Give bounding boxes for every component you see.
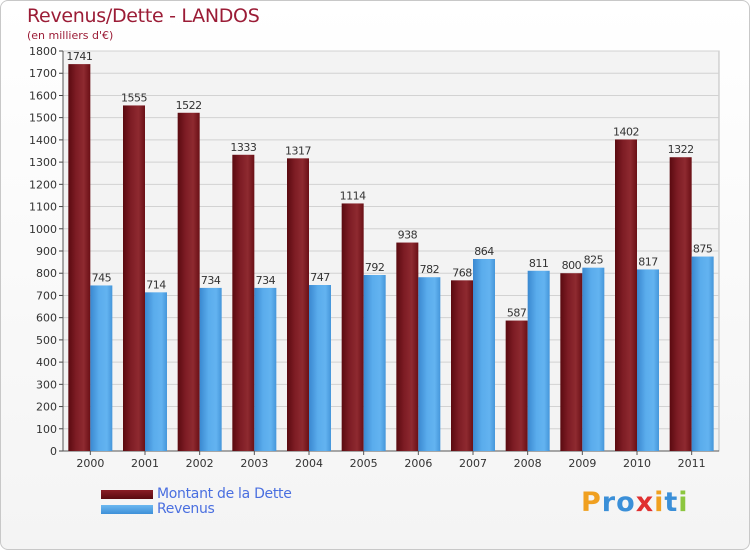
x-tick-label: 2004: [295, 457, 323, 470]
bar-dette: [615, 139, 637, 451]
x-tick-label: 2010: [623, 457, 651, 470]
y-tick-label: 1700: [29, 67, 57, 80]
bar-revenus: [254, 287, 277, 451]
logo-letter: o: [616, 487, 636, 518]
bar-revenus: [363, 275, 386, 451]
data-label-revenus: 811: [529, 257, 549, 270]
bar-revenus: [309, 285, 331, 451]
y-tick-label: 900: [36, 245, 57, 258]
bar-revenus: [90, 285, 113, 451]
bar-dette: [68, 64, 91, 451]
y-tick-label: 600: [36, 312, 57, 325]
data-label-revenus: 864: [474, 245, 494, 258]
y-tick-label: 1600: [29, 89, 57, 102]
y-tick-label: 800: [36, 267, 57, 280]
y-tick-label: 1000: [29, 223, 57, 236]
logo-letter: r: [601, 487, 617, 518]
bar-revenus: [418, 277, 441, 451]
chart-title: Revenus/Dette - LANDOS: [27, 5, 260, 27]
data-label-revenus: 782: [420, 263, 440, 276]
data-label-dette: 938: [398, 229, 418, 242]
data-label-dette: 1402: [613, 125, 639, 138]
data-label-revenus: 714: [146, 278, 166, 291]
legend-swatch-revenus: [101, 505, 153, 514]
y-tick-label: 500: [36, 334, 57, 347]
data-label-revenus: 747: [310, 271, 330, 284]
data-label-dette: 1114: [340, 189, 366, 202]
x-tick-label: 2000: [76, 457, 104, 470]
bar-dette: [177, 112, 200, 452]
bar-dette: [123, 105, 145, 451]
y-tick-label: 700: [36, 289, 57, 302]
bar-revenus: [582, 267, 605, 451]
logo-letter: x: [635, 487, 655, 518]
data-label-dette: 768: [452, 266, 472, 279]
y-tick-label: 1400: [29, 134, 57, 147]
data-label-dette: 1333: [230, 141, 256, 154]
bar-revenus: [637, 269, 659, 451]
x-tick-label: 2009: [568, 457, 596, 470]
bar-revenus: [527, 270, 550, 451]
x-tick-label: 2005: [350, 457, 378, 470]
x-tick-label: 2011: [678, 457, 706, 470]
data-label-dette: 1322: [668, 143, 694, 156]
x-tick-label: 2003: [240, 457, 268, 470]
legend-label-dette: Montant de la Dette: [157, 486, 292, 502]
y-tick-label: 1100: [29, 201, 57, 214]
x-tick-label: 2008: [514, 457, 542, 470]
x-tick-label: 2002: [186, 457, 214, 470]
data-label-dette: 1555: [121, 91, 147, 104]
x-tick-label: 2001: [131, 457, 159, 470]
data-label-dette: 1741: [66, 50, 92, 63]
y-tick-label: 300: [36, 378, 57, 391]
data-label-revenus: 875: [693, 243, 713, 256]
data-label-dette: 1317: [285, 144, 311, 157]
y-tick-label: 1500: [29, 112, 57, 125]
logo-letter: t: [664, 487, 679, 518]
proxiti-logo: Proxiti: [581, 487, 689, 518]
legend-label-revenus: Revenus: [157, 501, 215, 517]
logo-letter: P: [581, 487, 602, 518]
y-tick-label: 1800: [29, 45, 57, 58]
data-label-dette: 1522: [176, 99, 202, 112]
legend-swatch-dette: [101, 490, 153, 499]
data-label-revenus: 745: [92, 271, 112, 284]
y-tick-label: 400: [36, 356, 57, 369]
bar-revenus: [473, 259, 495, 451]
bar-dette: [396, 242, 419, 451]
y-tick-label: 1200: [29, 178, 57, 191]
logo-letter: i: [678, 487, 689, 518]
x-tick-label: 2006: [404, 457, 432, 470]
bar-dette: [287, 158, 309, 452]
data-label-dette: 587: [507, 307, 527, 320]
y-tick-label: 200: [36, 401, 57, 414]
data-label-revenus: 734: [256, 274, 276, 287]
bar-revenus: [145, 292, 167, 451]
bar-revenus: [199, 287, 222, 451]
bar-dette: [669, 157, 692, 451]
y-tick-label: 100: [36, 423, 57, 436]
bar-dette: [341, 203, 364, 451]
bar-dette: [560, 273, 583, 451]
bar-dette: [505, 320, 528, 451]
data-label-revenus: 825: [584, 254, 604, 267]
data-label-revenus: 734: [201, 274, 221, 287]
y-tick-label: 0: [50, 445, 57, 458]
y-tick-label: 1300: [29, 156, 57, 169]
bar-dette: [451, 280, 473, 451]
chart-subtitle: (en milliers d'€): [27, 29, 114, 42]
logo-letter: i: [654, 487, 665, 518]
bar-dette: [232, 154, 255, 451]
data-label-revenus: 792: [365, 261, 385, 274]
bar-revenus: [691, 256, 714, 451]
data-label-revenus: 817: [638, 255, 658, 268]
data-label-dette: 800: [562, 259, 582, 272]
x-tick-label: 2007: [459, 457, 487, 470]
